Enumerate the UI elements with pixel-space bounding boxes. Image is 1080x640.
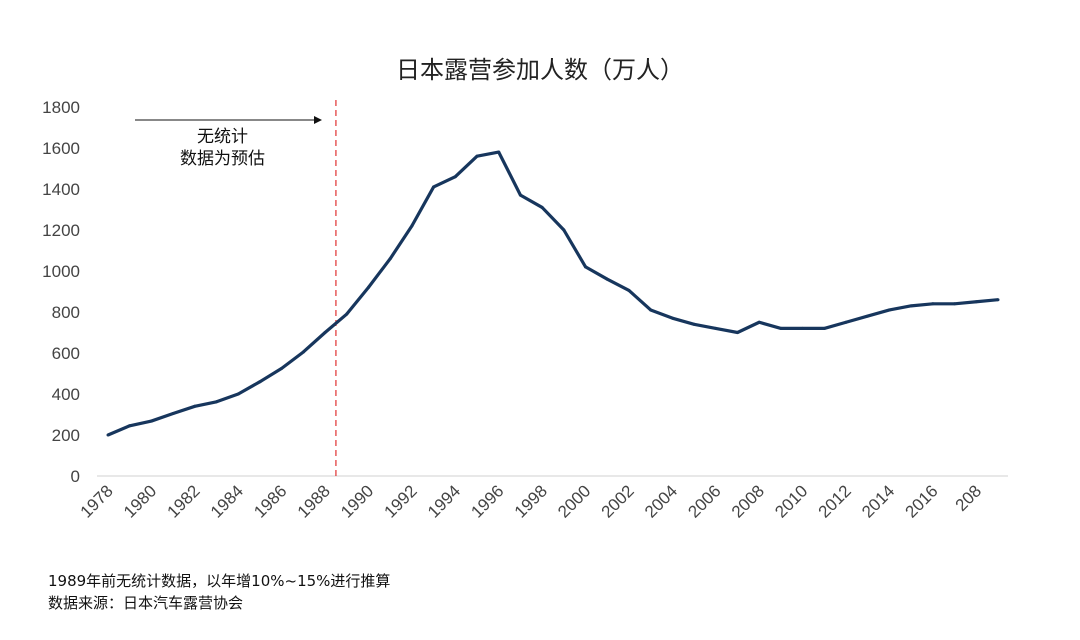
data-point-2004 <box>670 316 674 320</box>
data-point-1998 <box>540 205 544 209</box>
data-point-1983 <box>215 400 219 404</box>
data-point-2006 <box>714 326 718 330</box>
x-tick-label: 2008 <box>728 481 768 521</box>
x-tick-label: 2002 <box>598 481 638 521</box>
annotation: 无统计 数据为预估 <box>150 126 295 170</box>
data-point-1978 <box>106 433 110 437</box>
data-point-1987 <box>301 350 305 354</box>
data-point-1996 <box>497 150 501 154</box>
annotation-line-2: 数据为预估 <box>180 149 265 169</box>
data-point-2001 <box>605 277 609 281</box>
footnote-method: 1989年前无统计数据，以年增10%~15%进行推算 <box>48 572 391 590</box>
data-point-2007 <box>736 331 740 334</box>
x-tick-label: 1980 <box>120 481 160 521</box>
data-point-1982 <box>193 404 197 408</box>
y-tick-label: 1400 <box>42 180 80 199</box>
data-point-2010 <box>801 326 805 330</box>
x-tick-label: 2000 <box>554 481 594 521</box>
x-tick-label: 2010 <box>771 481 811 521</box>
data-point-1984 <box>236 392 240 396</box>
data-point-2015 <box>909 304 913 308</box>
data-point-2005 <box>692 322 696 326</box>
data-point-1990 <box>366 285 370 289</box>
data-point-1991 <box>388 257 392 261</box>
data-point-2002 <box>627 288 631 292</box>
data-point-1979 <box>128 424 132 428</box>
x-tick-label: 1988 <box>294 481 334 521</box>
data-point-1985 <box>258 380 262 384</box>
y-tick-label: 1000 <box>42 262 80 281</box>
data-point-2000 <box>584 265 588 269</box>
x-tick-label: 208 <box>952 481 985 514</box>
data-point-1986 <box>280 366 284 370</box>
y-tick-label: 600 <box>52 344 80 363</box>
x-tick-label: 1986 <box>250 481 290 521</box>
series-line <box>107 150 999 437</box>
y-tick-label: 1800 <box>42 98 80 117</box>
data-point-2019 <box>996 298 1000 302</box>
x-tick-label: 1998 <box>511 481 551 521</box>
footnote-source: 数据来源：日本汽车露营协会 <box>48 594 244 612</box>
data-point-2013 <box>866 314 870 318</box>
x-tick-label: 1978 <box>77 481 117 521</box>
data-point-1980 <box>149 419 153 423</box>
data-point-1989 <box>345 312 349 316</box>
x-tick-label: 1990 <box>337 481 377 521</box>
data-point-2003 <box>649 308 653 312</box>
x-tick-label: 1984 <box>207 481 247 521</box>
data-point-2009 <box>779 326 783 330</box>
y-tick-label: 800 <box>52 303 80 322</box>
data-point-1997 <box>518 193 522 197</box>
data-point-1992 <box>410 224 414 228</box>
x-tick-label: 2006 <box>684 481 724 521</box>
data-point-1994 <box>453 175 457 179</box>
x-tick-label: 2014 <box>858 481 898 521</box>
y-tick-label: 1200 <box>42 221 80 240</box>
y-tick-label: 0 <box>71 467 80 486</box>
y-tick-label: 1600 <box>42 139 80 158</box>
x-tick-label: 2012 <box>815 481 855 521</box>
data-point-2018 <box>974 300 978 304</box>
data-point-2011 <box>822 326 826 330</box>
y-tick-label: 200 <box>52 426 80 445</box>
x-tick-label: 1992 <box>381 481 421 521</box>
data-point-1999 <box>562 228 566 232</box>
x-tick-label: 1994 <box>424 481 464 521</box>
annotation-arrowhead <box>314 116 322 124</box>
x-tick-label: 1982 <box>163 481 203 521</box>
annotation-line-1: 无统计 <box>197 127 248 147</box>
y-tick-label: 400 <box>52 385 80 404</box>
data-point-2012 <box>844 320 848 324</box>
x-tick-label: 2016 <box>902 481 942 521</box>
data-point-2017 <box>953 302 957 306</box>
data-point-2008 <box>757 320 761 324</box>
x-tick-label: 1996 <box>467 481 507 521</box>
data-point-1993 <box>432 185 436 189</box>
data-point-1981 <box>171 411 175 415</box>
x-tick-label: 2004 <box>641 481 681 521</box>
chart-title: 日本露营参加人数（万人） <box>396 56 684 84</box>
data-point-1988 <box>323 331 327 334</box>
data-point-2016 <box>931 302 935 306</box>
data-point-1995 <box>475 154 479 158</box>
data-point-2014 <box>887 308 891 312</box>
